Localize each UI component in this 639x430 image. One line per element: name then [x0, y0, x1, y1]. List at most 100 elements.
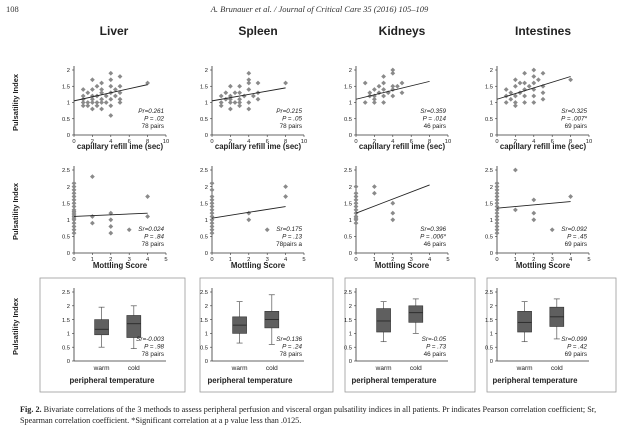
data-point — [399, 80, 405, 86]
data-point — [531, 210, 537, 216]
p-value: P = .98 — [144, 344, 164, 351]
x-tick-label: 8 — [569, 139, 572, 145]
data-point — [513, 77, 518, 83]
data-point — [246, 77, 252, 83]
correlation-coefficient: Sr=0.325 — [561, 108, 587, 115]
p-value: P = .007* — [561, 116, 587, 123]
x-tick-label: 5 — [302, 257, 305, 263]
data-point — [390, 67, 396, 73]
y-tick-label: 1 — [490, 101, 493, 107]
data-point — [237, 100, 242, 105]
data-point — [381, 80, 386, 86]
y-tick-label: 2 — [205, 68, 208, 74]
y-tick-label: 0.5 — [62, 117, 70, 123]
figure-caption: Fig. 2. Bivariate correlations of the 3 … — [20, 404, 620, 426]
data-point — [246, 210, 252, 216]
data-point — [90, 100, 95, 105]
organ-title-spleen: Spleen — [238, 24, 277, 38]
data-point — [218, 103, 224, 109]
data-point — [353, 184, 359, 189]
pair-count: 78 pairs — [142, 351, 164, 358]
correlation-coefficient: Sr=0.099 — [561, 336, 587, 343]
panel-peripheral-temperature-intestines — [495, 288, 589, 362]
x-tick-label: 6 — [410, 139, 413, 145]
data-point — [71, 204, 77, 209]
y-tick-label: 1.5 — [485, 84, 493, 90]
y-tick-label: 0.5 — [200, 345, 208, 351]
y-tick-label: 2 — [349, 68, 352, 74]
y-tick-label: 0 — [349, 133, 352, 139]
data-point — [90, 106, 95, 112]
pair-count: 78 pairs — [142, 241, 164, 248]
x-tick-label: 2 — [514, 139, 517, 145]
data-point — [531, 197, 537, 203]
y-tick-label: 1 — [205, 101, 208, 107]
box-warm — [376, 308, 391, 333]
data-point — [362, 80, 368, 86]
data-point — [513, 83, 518, 89]
data-point — [85, 90, 91, 96]
data-point — [209, 217, 215, 223]
pair-count: 46 pairs — [424, 241, 446, 248]
y-tick-label: 1.5 — [200, 318, 208, 324]
data-point — [494, 217, 500, 223]
data-point — [237, 103, 242, 109]
data-point — [246, 106, 252, 112]
correlation-coefficient: Sr=-0.003 — [136, 336, 164, 343]
x-axis-label: peripheral temperature — [352, 376, 438, 385]
p-value: P = .42 — [567, 344, 587, 351]
correlation-coefficient: Sr=0.024 — [138, 226, 164, 233]
x-axis-label: Mottling Score — [231, 261, 286, 270]
data-point — [526, 83, 532, 89]
panel-frame — [344, 277, 476, 393]
p-value: P = .006* — [420, 234, 446, 241]
data-point — [353, 190, 359, 196]
data-point — [145, 214, 150, 219]
y-tick-label: 0 — [490, 251, 493, 257]
category-label-warm: warm — [93, 365, 110, 372]
category-label-cold: cold — [128, 365, 140, 372]
pair-count: 78pairs a — [276, 241, 302, 248]
data-point — [353, 220, 359, 226]
data-point — [513, 207, 518, 213]
data-point — [508, 96, 514, 102]
data-point — [80, 93, 86, 99]
x-tick-label: 2 — [373, 139, 376, 145]
data-point — [372, 190, 377, 196]
y-tick-label: 1 — [67, 101, 70, 107]
x-tick-label: 0 — [210, 257, 213, 263]
organ-title-kidneys: Kidneys — [379, 24, 426, 38]
data-point — [531, 93, 537, 99]
data-point — [232, 90, 238, 96]
data-point — [513, 167, 518, 173]
panel-mottling-score-liver — [71, 166, 167, 255]
data-point — [494, 224, 500, 229]
data-point — [218, 100, 224, 105]
panel-frame — [39, 277, 186, 393]
x-axis-label: capillary refill ime (sec) — [77, 142, 164, 151]
regression-line — [73, 84, 148, 102]
pair-count: 78 pairs — [142, 123, 164, 130]
data-point — [99, 80, 104, 86]
data-point — [540, 90, 546, 96]
data-point — [108, 113, 114, 118]
data-point — [117, 74, 123, 79]
x-tick-label: 2 — [229, 139, 232, 145]
data-point — [353, 194, 359, 199]
x-axis-label: capillary refill ime (sec) — [359, 142, 446, 151]
y-tick-label: 1 — [490, 332, 493, 338]
y-tick-label: 1 — [67, 332, 70, 338]
x-tick-label: 5 — [164, 257, 167, 263]
data-point — [494, 194, 500, 199]
data-point — [395, 83, 400, 89]
correlation-coefficient: Pr=0.261 — [138, 108, 164, 115]
data-point — [71, 224, 77, 229]
panel-capillary-refill-time-spleen — [210, 66, 305, 137]
data-point — [246, 217, 252, 223]
data-point — [99, 90, 104, 96]
pair-count: 69 pairs — [565, 123, 587, 130]
data-point — [513, 103, 518, 109]
correlation-coefficient: Sr=0.359 — [420, 108, 446, 115]
panel-mottling-score-intestines — [494, 166, 590, 255]
data-point — [531, 217, 537, 223]
